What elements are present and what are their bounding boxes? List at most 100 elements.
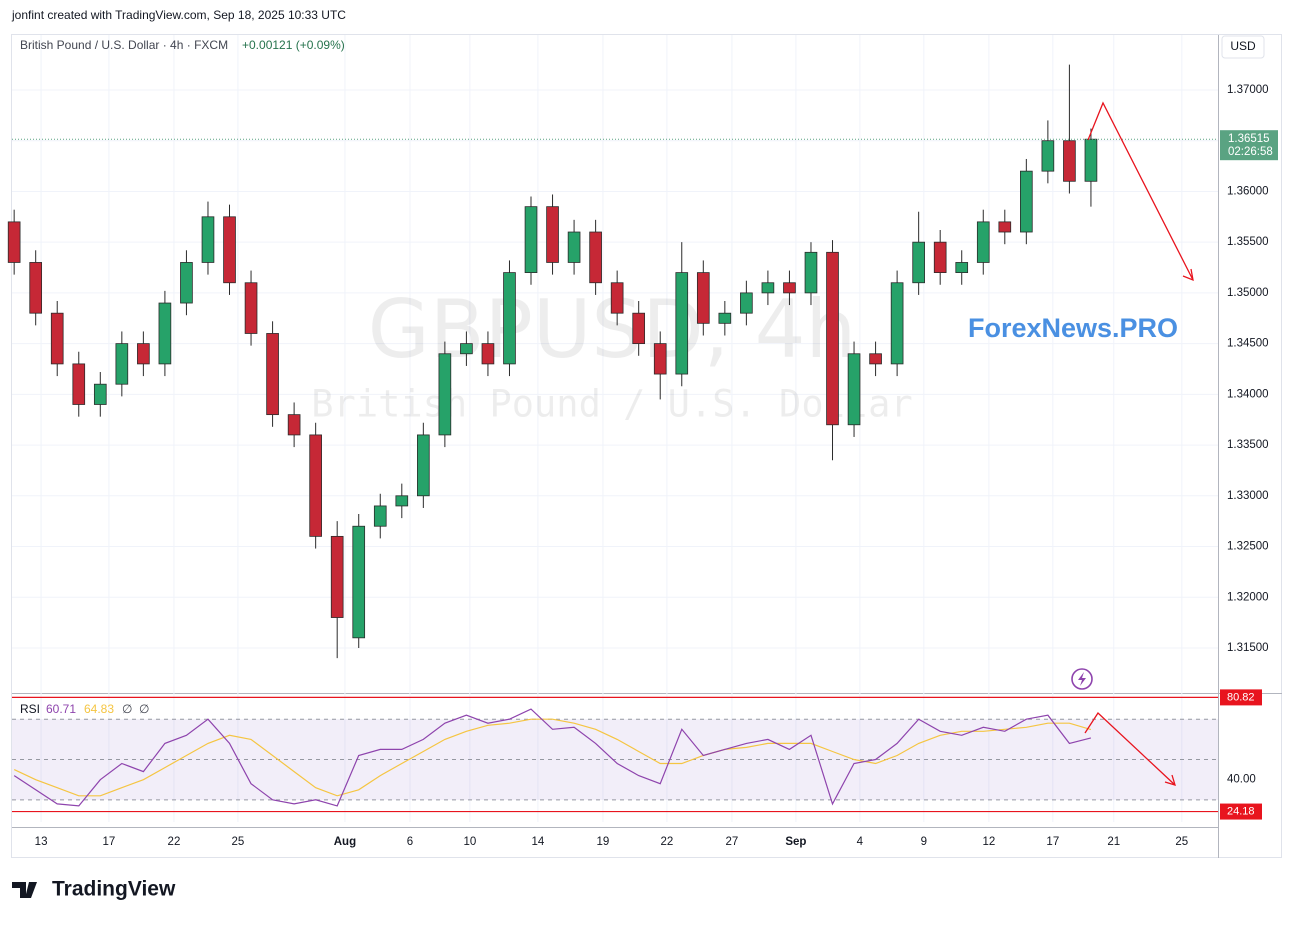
candle-body bbox=[675, 272, 689, 375]
candle-body bbox=[266, 333, 279, 416]
x-tick-label: 25 bbox=[232, 836, 245, 848]
candle-body bbox=[7, 221, 21, 263]
candle-body bbox=[740, 292, 753, 314]
grid bbox=[12, 35, 1218, 822]
candle-body bbox=[29, 262, 43, 314]
y-tick-label: 1.32500 bbox=[1227, 541, 1269, 553]
x-tick-label: 6 bbox=[407, 836, 413, 848]
candle-body bbox=[524, 206, 538, 273]
candle-body bbox=[804, 251, 818, 294]
candle-body bbox=[890, 282, 904, 365]
currency-button[interactable] bbox=[1221, 35, 1265, 59]
symbol-title: British Pound / U.S. Dollar · 4h · FXCM bbox=[20, 38, 228, 52]
candle-body bbox=[1020, 170, 1033, 233]
x-tick-label: 13 bbox=[35, 836, 48, 848]
candle-body bbox=[718, 312, 732, 324]
candle-body bbox=[352, 525, 366, 639]
rsi-line bbox=[13, 708, 1092, 807]
candle-body bbox=[115, 343, 129, 385]
candle-body bbox=[696, 272, 710, 324]
currency[interactable]: USD bbox=[1230, 39, 1256, 53]
x-tick-label: 22 bbox=[661, 836, 674, 848]
rsi-legend: RSI 60.71 64.83 ∅ ∅ bbox=[20, 702, 149, 716]
candle-body bbox=[503, 272, 516, 365]
x-tick-label: 22 bbox=[168, 836, 181, 848]
x-tick-label: 17 bbox=[103, 836, 116, 848]
countdown: 02:26:58 bbox=[1228, 146, 1273, 158]
annotation: ForexNews.PRO bbox=[968, 313, 1178, 343]
rsi-arrow bbox=[1084, 711, 1176, 786]
y-tick-label: 1.31500 bbox=[1227, 642, 1269, 654]
candle-body bbox=[287, 414, 301, 436]
level-box bbox=[1220, 689, 1262, 706]
y-tick-label: 1.33000 bbox=[1227, 490, 1269, 502]
x-tick-label: 19 bbox=[597, 836, 610, 848]
candle-body bbox=[912, 241, 925, 284]
y-tick-label: 40.00 bbox=[1227, 774, 1256, 786]
candle-body bbox=[761, 282, 775, 294]
candle-body bbox=[72, 363, 86, 405]
x-tick-label: 9 bbox=[921, 836, 927, 848]
frame bbox=[11, 34, 1282, 858]
x-tick-label: Sep bbox=[785, 836, 806, 848]
x-tick-label: 12 bbox=[982, 836, 995, 848]
logo-dot bbox=[29, 882, 35, 888]
alert-bolt bbox=[1078, 672, 1086, 686]
last-price-label: 1.36515 bbox=[1228, 133, 1270, 145]
candle-body bbox=[933, 241, 947, 273]
candle-body bbox=[309, 434, 322, 537]
y-tick-label: 1.37000 bbox=[1227, 84, 1269, 96]
x-tick-label: 21 bbox=[1107, 836, 1120, 848]
x-tick-label: 10 bbox=[463, 836, 476, 848]
candle-body bbox=[783, 282, 796, 294]
candle-body bbox=[201, 216, 215, 263]
y-tick-label: 1.34500 bbox=[1227, 338, 1269, 350]
rsi-extra: ∅ bbox=[122, 702, 132, 716]
y-tick-label: 1.36000 bbox=[1227, 185, 1269, 197]
y-tick-label: 1.35500 bbox=[1227, 236, 1269, 248]
candle-body bbox=[330, 535, 344, 618]
candle-body bbox=[180, 262, 193, 304]
rsi-ma-value: 64.83 bbox=[84, 702, 114, 716]
x-tick-label: 27 bbox=[726, 836, 739, 848]
x-tick-label: 17 bbox=[1046, 836, 1059, 848]
logo-text: TradingView bbox=[52, 878, 176, 901]
candle-body bbox=[460, 343, 473, 355]
candle-body bbox=[1084, 138, 1098, 182]
logo: TradingView bbox=[12, 878, 176, 901]
candle-body bbox=[610, 282, 624, 314]
x-tick-label: 25 bbox=[1175, 836, 1188, 848]
candle-body bbox=[955, 262, 969, 273]
candle-body bbox=[417, 434, 430, 497]
candle-body bbox=[546, 206, 559, 263]
level-label: 24.18 bbox=[1227, 805, 1255, 817]
arrow-head bbox=[1164, 774, 1176, 786]
candle-body bbox=[373, 505, 387, 527]
x-tick-label: 14 bbox=[532, 836, 545, 848]
rsi-line bbox=[13, 718, 1092, 797]
candle-body bbox=[50, 312, 64, 365]
candle-body bbox=[869, 353, 882, 365]
watermark-subtitle: British Pound / U.S. Dollar bbox=[311, 383, 912, 426]
x-tick-label: Aug bbox=[334, 836, 356, 848]
price-change: +0.00121 (+0.09%) bbox=[242, 38, 345, 52]
candle-body bbox=[481, 343, 495, 365]
alert-icon[interactable] bbox=[1071, 668, 1093, 690]
rsi-extra: ∅ bbox=[139, 702, 149, 716]
candle-body bbox=[395, 495, 409, 507]
candle-body bbox=[93, 383, 107, 405]
candle-body bbox=[223, 216, 236, 284]
candle-body bbox=[567, 231, 581, 263]
y-tick-label: 1.35000 bbox=[1227, 287, 1269, 299]
arrow-head bbox=[1182, 268, 1194, 282]
candle-body bbox=[847, 353, 861, 426]
last-price-box bbox=[1220, 130, 1278, 161]
candle-body bbox=[976, 221, 990, 263]
candle-body bbox=[438, 353, 452, 436]
level-box bbox=[1220, 803, 1262, 820]
candle-body bbox=[826, 251, 839, 426]
candle-body bbox=[1063, 140, 1076, 182]
